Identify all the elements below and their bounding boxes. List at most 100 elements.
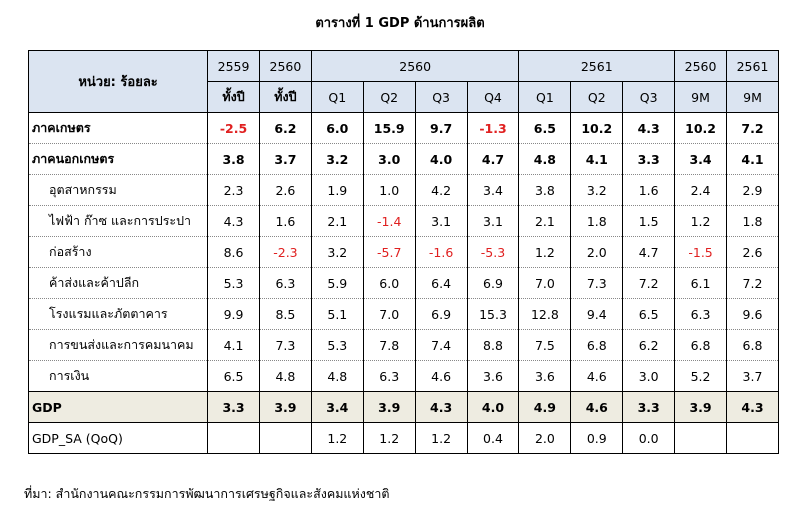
value-cell: 3.8 xyxy=(518,174,572,206)
table-row: โรงแรมและภัตตาคาร 9.9 8.5 5.1 7.0 6.9 15.3 12.8… xyxy=(27,298,779,330)
year-header: 2559 xyxy=(207,50,260,82)
value-cell: 5.3 xyxy=(310,329,364,361)
value-cell: 3.1 xyxy=(414,205,468,237)
value-cell: 7.3 xyxy=(570,267,624,299)
value-cell: 6.1 xyxy=(674,267,727,299)
gdp-production-table: หน่วย: ร้อยละ 2559 2560 2560 2561 2560 2… xyxy=(27,50,779,454)
value-cell: 9.4 xyxy=(570,298,624,330)
value-cell: 3.9 xyxy=(674,391,727,423)
table-row: ภาคนอกเกษตร 3.8 3.7 3.2 3.0 4.0 4.7 4.8 4.1 3.3 3.… xyxy=(27,143,779,175)
value-cell: 9.9 xyxy=(207,298,260,330)
table-row: GDP 3.3 3.9 3.4 3.9 4.3 4.0 4.9 4.6 3.3 3.9 4.3 xyxy=(27,391,779,423)
value-cell: 1.2 xyxy=(518,236,572,268)
row-label: การขนส่งและการคมนาคม xyxy=(27,329,209,361)
row-label: ก่อสร้าง xyxy=(27,236,209,268)
value-cell: 6.0 xyxy=(362,267,416,299)
value-cell: 8.6 xyxy=(207,236,260,268)
value-cell: -2.3 xyxy=(258,236,312,268)
value-cell: 15.9 xyxy=(362,112,416,144)
value-cell: 7.0 xyxy=(518,267,572,299)
value-cell: 7.3 xyxy=(258,329,312,361)
value-cell xyxy=(258,422,312,454)
value-cell: 1.2 xyxy=(674,205,727,237)
row-label: GDP xyxy=(27,391,209,423)
period-header: 9M xyxy=(674,81,727,113)
table-row: การเงิน 6.5 4.8 4.8 6.3 4.6 3.6 3.6 4.6 3.0 5.2 3.7 xyxy=(27,360,779,392)
table-row: การขนส่งและการคมนาคม 4.1 7.3 5.3 7.8 7.4 8.8 7.… xyxy=(27,329,779,361)
value-cell: 2.6 xyxy=(726,236,779,268)
value-cell: 8.8 xyxy=(466,329,520,361)
table-row: อุตสาหกรรม 2.3 2.6 1.9 1.0 4.2 3.4 3.8 3.2 1.6 2.4… xyxy=(27,174,779,206)
value-cell: 6.3 xyxy=(258,267,312,299)
value-cell: 3.9 xyxy=(258,391,312,423)
value-cell: 2.6 xyxy=(258,174,312,206)
value-cell: 1.6 xyxy=(622,174,676,206)
row-label: ภาคเกษตร xyxy=(27,112,209,144)
value-cell: 3.0 xyxy=(622,360,676,392)
value-cell: 1.2 xyxy=(362,422,416,454)
value-cell: 5.2 xyxy=(674,360,727,392)
value-cell: 3.3 xyxy=(207,391,260,423)
value-cell: 6.5 xyxy=(622,298,676,330)
value-cell: 4.1 xyxy=(726,143,779,175)
value-cell: 7.4 xyxy=(414,329,468,361)
value-cell: 2.4 xyxy=(674,174,727,206)
value-cell: -1.6 xyxy=(414,236,468,268)
value-cell: 6.9 xyxy=(466,267,520,299)
value-cell: 5.1 xyxy=(310,298,364,330)
header-row-periods: ทั้งปี ทั้งปี Q1 Q2 Q3 Q4 Q1 Q2 Q3 9M 9M xyxy=(29,81,779,113)
value-cell: 3.4 xyxy=(310,391,364,423)
unit-header: หน่วย: ร้อยละ xyxy=(27,50,209,113)
value-cell: 3.0 xyxy=(362,143,416,175)
value-cell: 1.5 xyxy=(622,205,676,237)
value-cell: 6.8 xyxy=(674,329,727,361)
value-cell: 3.1 xyxy=(466,205,520,237)
value-cell: 7.2 xyxy=(726,112,779,144)
value-cell: 6.5 xyxy=(518,112,572,144)
value-cell: 3.2 xyxy=(310,236,364,268)
value-cell: 3.3 xyxy=(622,391,676,423)
value-cell: 2.9 xyxy=(726,174,779,206)
value-cell: 2.0 xyxy=(570,236,624,268)
value-cell: -1.5 xyxy=(674,236,727,268)
period-header: Q4 xyxy=(466,81,520,113)
value-cell: 4.8 xyxy=(518,143,572,175)
year-header: 2560 xyxy=(310,50,520,82)
value-cell: 3.2 xyxy=(310,143,364,175)
value-cell: -1.4 xyxy=(362,205,416,237)
value-cell: 2.0 xyxy=(518,422,572,454)
period-header: Q2 xyxy=(362,81,416,113)
value-cell: 0.0 xyxy=(622,422,676,454)
value-cell: 6.8 xyxy=(726,329,779,361)
year-header: 2560 xyxy=(258,50,312,82)
value-cell: 4.9 xyxy=(518,391,572,423)
value-cell: 4.3 xyxy=(726,391,779,423)
year-header: 2561 xyxy=(726,50,779,82)
value-cell: 4.0 xyxy=(414,143,468,175)
value-cell: 9.7 xyxy=(414,112,468,144)
row-label: ค้าส่งและค้าปลีก xyxy=(27,267,209,299)
value-cell: 4.3 xyxy=(622,112,676,144)
value-cell xyxy=(674,422,727,454)
period-header: ทั้งปี xyxy=(258,81,312,113)
value-cell: 4.3 xyxy=(207,205,260,237)
value-cell: 4.7 xyxy=(466,143,520,175)
value-cell: 10.2 xyxy=(674,112,727,144)
value-cell: 7.8 xyxy=(362,329,416,361)
value-cell: 6.2 xyxy=(622,329,676,361)
value-cell: 2.1 xyxy=(310,205,364,237)
period-header: Q3 xyxy=(622,81,676,113)
row-label: GDP_SA (QoQ) xyxy=(27,422,209,454)
value-cell: 4.6 xyxy=(570,391,624,423)
value-cell: 6.3 xyxy=(362,360,416,392)
table-row: GDP_SA (QoQ) 1.2 1.2 1.2 0.4 2.0 0.9 0.0 xyxy=(27,422,779,454)
table-title: ตารางที่ 1 GDP ด้านการผลิต xyxy=(315,16,485,31)
table-row: ก่อสร้าง 8.6 -2.3 3.2 -5.7 -1.6 -5.3 1.2 2.0 4.7-… xyxy=(27,236,779,268)
value-cell: 4.8 xyxy=(258,360,312,392)
period-header: 9M xyxy=(726,81,779,113)
value-cell: 0.9 xyxy=(570,422,624,454)
value-cell: 5.9 xyxy=(310,267,364,299)
value-cell: 4.8 xyxy=(310,360,364,392)
value-cell: 3.7 xyxy=(726,360,779,392)
value-cell: 3.4 xyxy=(466,174,520,206)
